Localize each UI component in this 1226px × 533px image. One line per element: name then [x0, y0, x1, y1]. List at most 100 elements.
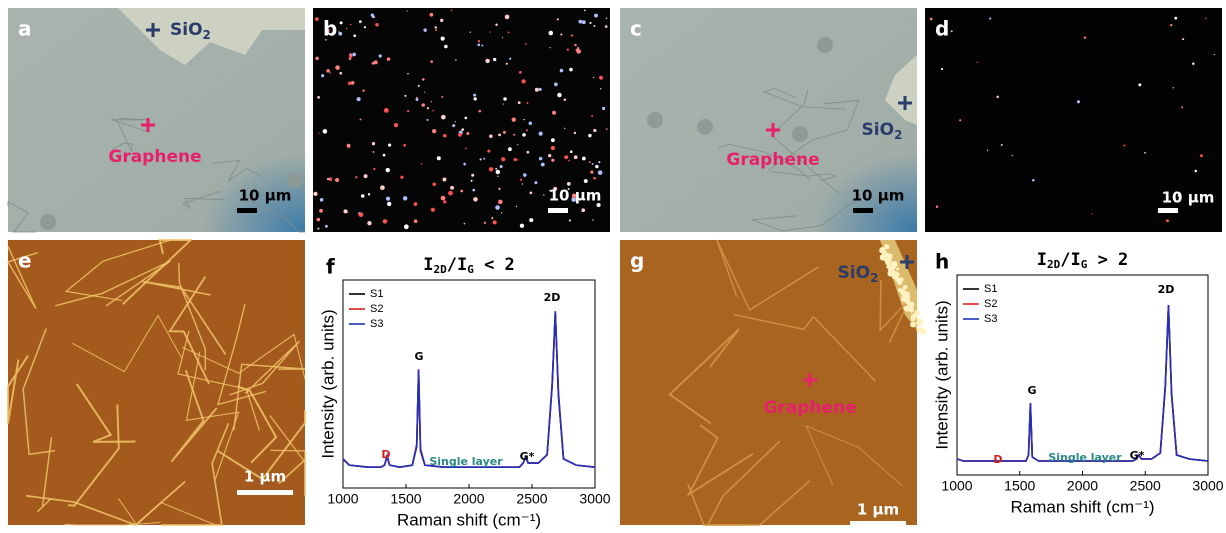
scatter-dot — [359, 212, 364, 217]
scatter-dot — [320, 198, 324, 202]
scatter-dot — [430, 60, 433, 63]
scatter-dot — [582, 20, 586, 24]
scatter-dot — [416, 97, 418, 99]
panel-label: a — [18, 17, 32, 41]
scatter-dot — [1170, 24, 1172, 26]
scale-label: 1 μm — [244, 468, 286, 486]
scatter-dot — [443, 200, 446, 203]
panel-label: f — [326, 255, 335, 279]
scatter-dot — [455, 121, 456, 122]
panel-label: b — [323, 17, 337, 41]
scatter-dot — [383, 154, 386, 157]
scatter-dot — [414, 202, 418, 206]
annotation: D — [993, 453, 1002, 466]
scatter-dot — [519, 71, 522, 74]
particle — [909, 301, 915, 307]
scale-bar — [237, 208, 257, 213]
series-line — [957, 307, 1208, 461]
scatter-dot — [517, 159, 518, 160]
scatter-dot — [505, 15, 510, 20]
scatter-dot — [339, 72, 342, 75]
scatter-dot — [485, 59, 489, 63]
scatter-dot — [321, 74, 324, 77]
scatter-dot — [497, 176, 498, 177]
scatter-dot — [590, 170, 593, 173]
scatter-dot — [513, 134, 515, 136]
scatter-dot — [465, 148, 467, 150]
legend-label: S1 — [984, 283, 997, 295]
scatter-dot — [379, 54, 382, 57]
scatter-dot — [541, 163, 545, 167]
x-tick-label: 1000 — [941, 478, 972, 494]
annotation: G* — [1130, 449, 1145, 462]
scatter-dot — [422, 78, 425, 81]
scatter-dot — [600, 88, 601, 89]
particle — [891, 261, 898, 268]
scatter-dot — [464, 223, 466, 225]
scatter-dot — [473, 94, 476, 97]
scatter-dot — [930, 18, 933, 21]
scatter-dot — [404, 224, 409, 229]
scatter-dot — [495, 205, 500, 210]
scatter-dot — [595, 165, 598, 168]
scatter-dot — [373, 16, 375, 18]
scatter-dot — [529, 122, 532, 125]
particle — [911, 317, 915, 321]
scatter-dot — [512, 118, 516, 122]
scatter-dot — [338, 31, 339, 32]
scatter-dot — [451, 9, 453, 11]
scatter-dot — [441, 36, 445, 40]
scale-bar — [548, 208, 568, 213]
scatter-dot — [474, 97, 477, 100]
scatter-dot — [517, 144, 518, 145]
scatter-dot — [523, 173, 527, 177]
scale-bar — [237, 490, 293, 495]
scatter-dot — [1182, 38, 1184, 40]
scatter-dot — [313, 192, 317, 196]
scatter-dot — [437, 156, 441, 160]
scatter-dot — [518, 101, 521, 104]
scatter-dot — [503, 131, 506, 134]
scatter-dot — [348, 82, 351, 85]
scatter-dot — [593, 77, 594, 78]
scale-label: 10 μm — [239, 187, 292, 205]
sio2-sub: 2 — [894, 128, 902, 142]
annotation: Single layer — [429, 455, 503, 468]
scatter-dot — [498, 133, 501, 136]
scatter-dot — [372, 62, 375, 65]
chart-title: I2D/IG > 2 — [1037, 250, 1129, 271]
scatter-dot — [1192, 63, 1194, 65]
x-tick-label: 3000 — [579, 491, 610, 507]
scatter-dot — [470, 32, 471, 33]
legend-label: S3 — [984, 313, 997, 325]
graphene-label: Graphene — [763, 398, 856, 418]
x-tick-label: 3000 — [1192, 478, 1223, 494]
x-axis-label: Raman shift (cm⁻¹) — [397, 510, 541, 529]
scatter-dot — [387, 57, 390, 60]
sio2-text: SiO — [838, 263, 871, 283]
scatter-dot — [364, 174, 368, 178]
scatter-dot — [564, 128, 565, 129]
scatter-dot — [407, 110, 409, 112]
particle — [903, 285, 907, 289]
scatter-dot — [1032, 179, 1035, 182]
scatter-dot — [477, 43, 480, 46]
scatter-dot — [489, 31, 490, 32]
scatter-dot — [443, 134, 446, 137]
scatter-dot — [606, 128, 608, 130]
scatter-dot — [460, 190, 463, 193]
scatter-dot — [496, 170, 500, 174]
scatter-dot — [527, 102, 529, 104]
scatter-dot — [455, 59, 456, 60]
sio2-sub: 2 — [870, 271, 878, 285]
scatter-dot — [564, 155, 568, 159]
scatter-dot — [1084, 37, 1086, 39]
scatter-dot — [959, 119, 961, 121]
graphene-label: Graphene — [108, 147, 201, 167]
title-part: /I — [447, 255, 467, 275]
scatter-dot — [319, 133, 320, 134]
spot — [792, 126, 808, 142]
annotation: Single layer — [1048, 451, 1122, 464]
graphene-label: Graphene — [726, 150, 819, 170]
scatter-dot — [359, 20, 362, 23]
